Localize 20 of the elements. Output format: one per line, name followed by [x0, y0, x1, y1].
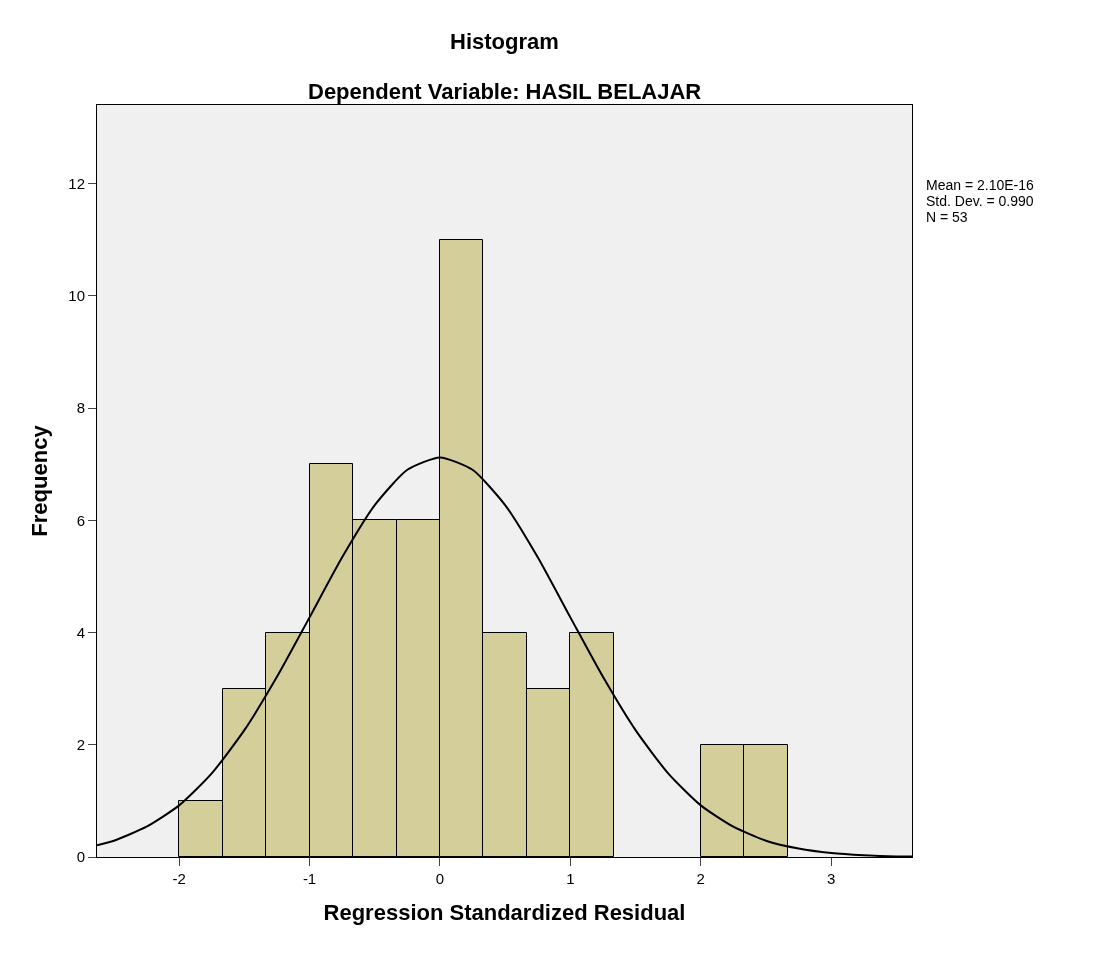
- y-tick-label: 12: [68, 174, 85, 192]
- x-tick-label: 3: [826, 870, 836, 887]
- text: Std. Dev. = 0.990: [926, 193, 1034, 209]
- y-tick-label: 8: [76, 399, 85, 417]
- text: Mean = 2.10E-16: [926, 177, 1035, 193]
- chart-subtitle: Dependent Variable: HASIL BELAJAR: [308, 79, 702, 104]
- y-axis-title: Frequency: [27, 424, 53, 537]
- x-axis-title: Regression Standardized Residual: [323, 899, 686, 925]
- x-tick-label: -1: [302, 870, 317, 887]
- x-tick-label: 2: [696, 870, 705, 887]
- y-tick-label: 0: [76, 848, 85, 866]
- chart-title: Histogram: [450, 29, 559, 54]
- y-tick-label: 6: [76, 511, 85, 529]
- x-tick-label: 1: [566, 870, 575, 887]
- y-tick-label: 2: [76, 736, 85, 754]
- x-tick-label: -2: [172, 870, 186, 887]
- x-tick-label: 0: [435, 870, 445, 887]
- y-tick-label: 4: [76, 623, 85, 641]
- text: N = 53: [926, 209, 968, 225]
- y-tick-label: 10: [68, 287, 85, 305]
